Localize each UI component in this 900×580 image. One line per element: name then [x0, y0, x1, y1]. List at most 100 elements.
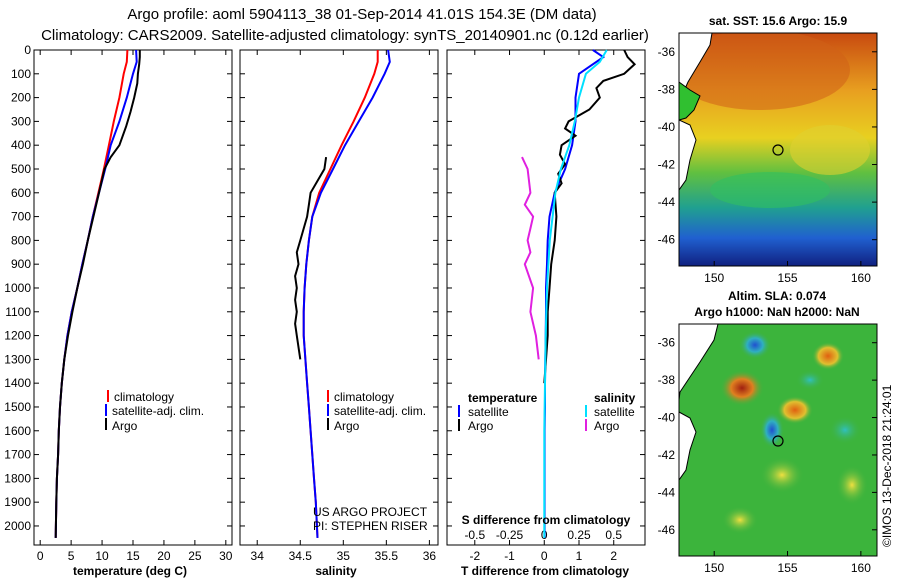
series-satellite-adj-clim-: [302, 49, 391, 538]
map-ticks: -36 -38 -40 -42 -44 -46 150 155 160 -36 -38 -40 -42 -…: [658, 45, 877, 575]
sst-yellow-patch: [790, 125, 870, 175]
profile-series: [54, 49, 637, 538]
y-tick-label: 900: [11, 257, 31, 271]
y-tick-label: 1600: [4, 424, 31, 438]
sla-frame: [678, 323, 878, 557]
sst-argo-location: [772, 144, 784, 156]
map-x-tick-label: 155: [778, 271, 798, 285]
credit-line1: US ARGO PROJECT: [313, 505, 428, 519]
map-y-tick-label: -40: [658, 120, 676, 134]
sla-high-blob: [722, 506, 758, 534]
x2-tick-label: 0.25: [567, 528, 591, 542]
x-tick-label: 35: [337, 549, 351, 563]
temperature-panel: [33, 49, 233, 546]
map-y-tick-label: -42: [658, 448, 676, 462]
sla-land-tasmania: [679, 411, 697, 481]
x-tick-label: 0: [37, 549, 44, 563]
sla-argo-location: [772, 435, 784, 447]
sst-green-patch: [710, 172, 830, 208]
y-tick-label: 1500: [4, 400, 31, 414]
imos-stamp: ©IMOS 13-Dec-2018 21:24:01: [880, 384, 894, 547]
y-tick-label: 1700: [4, 448, 31, 462]
x-tick-label: 34: [251, 549, 265, 563]
x-tick-label: 35.5: [375, 549, 399, 563]
map-y-tick-label: -42: [658, 158, 676, 172]
x-tick-label: 15: [126, 549, 140, 563]
legend-s-satellite: satellite: [594, 405, 635, 419]
difference-xlabel: T difference from climatology: [461, 564, 629, 578]
sst-frame: [678, 32, 878, 267]
sla-high-blob: [720, 370, 764, 406]
x-tick-label: 1: [576, 549, 583, 563]
y-tick-label: 1900: [4, 495, 31, 509]
legend-t-argo: Argo: [468, 419, 494, 433]
y-tick-label: 1400: [4, 376, 31, 390]
map-x-tick-label: 160: [851, 271, 871, 285]
x-tick-label: 5: [68, 549, 75, 563]
x2-tick-label: -0.5: [464, 528, 485, 542]
x-tick-label: 0: [541, 549, 548, 563]
sst-warm-patch: [679, 33, 850, 110]
y-tick-label: 300: [11, 114, 31, 128]
legend-argo: Argo: [112, 419, 138, 433]
legend-argo: Argo: [334, 419, 360, 433]
map-x-tick-label: 150: [704, 561, 724, 575]
x-tick-label: 30: [219, 549, 233, 563]
credit-line2: PI: STEPHEN RISER: [313, 519, 428, 533]
series-s-argo: [521, 156, 540, 360]
sla-high-blob: [836, 465, 868, 505]
salinity-panel: [239, 49, 439, 546]
y-tick-label: 1200: [4, 329, 31, 343]
temperature-legend: climatology satellite-adj. clim. Argo: [105, 390, 204, 433]
sst-title: sat. SST: 15.6 Argo: 15.9: [709, 14, 848, 28]
x-tick-label: 36: [423, 549, 437, 563]
y-tick-label: 600: [11, 186, 31, 200]
sst-coast-green: [679, 81, 701, 121]
y-tick-label: 1000: [4, 281, 31, 295]
map-y-tick-label: -38: [658, 373, 676, 387]
salinity-legend: climatology satellite-adj. clim. Argo: [327, 390, 426, 433]
legend-climatology: climatology: [114, 390, 174, 404]
x-tick-label: 25: [188, 549, 202, 563]
map-x-tick-label: 150: [704, 271, 724, 285]
x2-tick-label: -0.25: [496, 528, 524, 542]
legend-climatology: climatology: [334, 390, 394, 404]
y-tick-label: 700: [11, 210, 31, 224]
sla-title-line2: Argo h1000: NaN h2000: NaN: [694, 305, 859, 319]
series-argo: [54, 50, 141, 538]
y-tick-label: 100: [11, 67, 31, 81]
sla-high-blob: [812, 342, 844, 370]
salinity-difference-xlabel: S difference from climatology: [462, 513, 631, 527]
x-tick-label: -2: [469, 549, 480, 563]
legend-salinity-title: salinity: [594, 391, 636, 405]
map-y-tick-label: -40: [658, 411, 676, 425]
sla-high-blob: [760, 457, 804, 493]
x-tick-label: 20: [157, 549, 171, 563]
x-tick-label: -1: [504, 549, 515, 563]
axis-ticks: 0100200300400500600700800900100011001200…: [4, 43, 645, 563]
series-climatology: [302, 50, 379, 538]
title-line1: Argo profile: aoml 5904113_38 01-Sep-201…: [127, 6, 596, 23]
y-tick-label: 1800: [4, 471, 31, 485]
sla-high-blob: [777, 396, 813, 424]
x-tick-label: 34.5: [289, 549, 313, 563]
y-tick-label: 2000: [4, 519, 31, 533]
sla-low-blob: [796, 370, 824, 390]
y-tick-label: 1300: [4, 352, 31, 366]
y-tick-label: 800: [11, 233, 31, 247]
y-tick-label: 200: [11, 91, 31, 105]
sla-map: [679, 324, 877, 556]
map-y-tick-label: -46: [658, 233, 676, 247]
map-y-tick-label: -36: [658, 45, 676, 59]
y-tick-label: 0: [24, 43, 31, 57]
legend-t-satellite: satellite: [468, 405, 509, 419]
title-line2: Climatology: CARS2009. Satellite-adjuste…: [41, 27, 649, 44]
x-tick-label: 2: [610, 549, 617, 563]
sla-low-blob: [739, 331, 771, 359]
sla-low-blob: [829, 416, 861, 444]
series-t-argo: [543, 49, 637, 384]
map-y-tick-label: -44: [658, 485, 676, 499]
x2-tick-label: 0.5: [605, 528, 622, 542]
sst-map: [679, 33, 877, 266]
